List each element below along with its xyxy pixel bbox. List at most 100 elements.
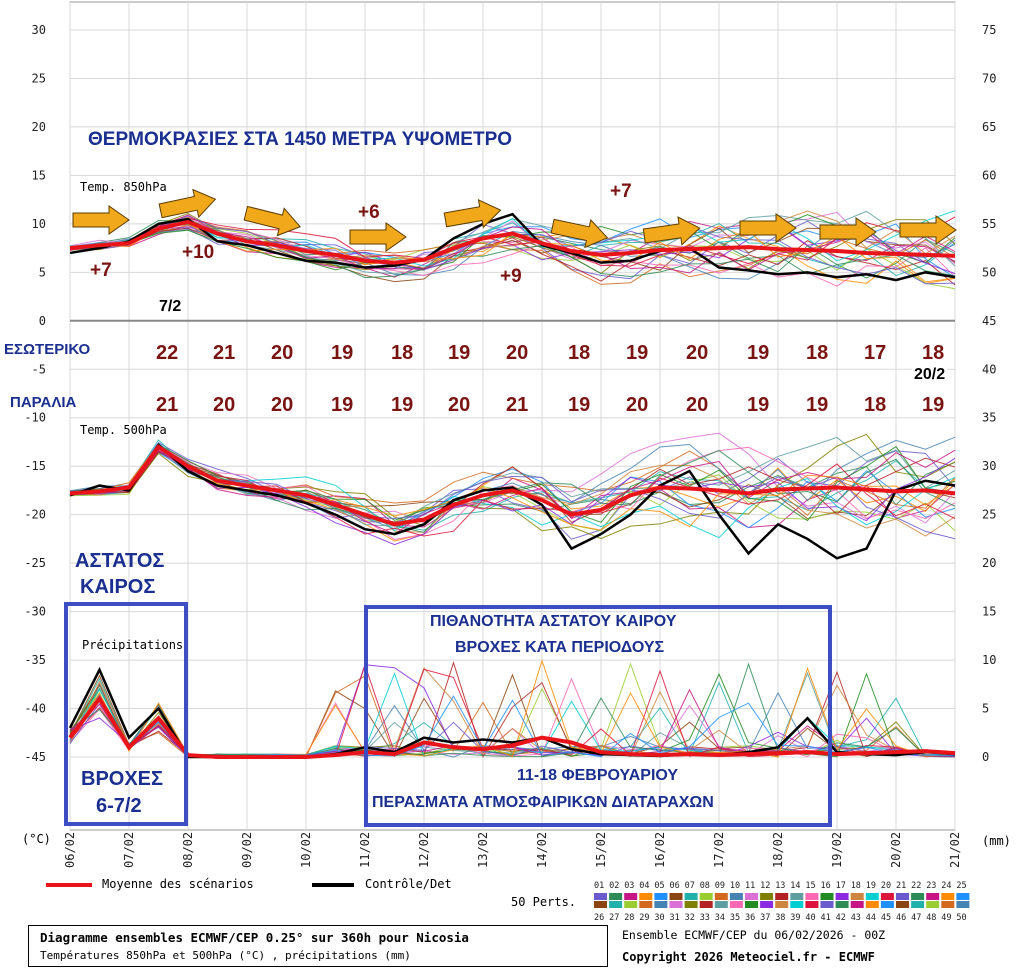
legend-member-swatch	[926, 893, 940, 900]
panel-label-500: Temp. 500hPa	[80, 423, 167, 437]
row-value: 18	[806, 342, 829, 364]
panel-label-850: Temp. 850hPa	[80, 180, 167, 194]
unsettled-box	[364, 605, 832, 827]
row-value: 19	[922, 394, 945, 416]
period-label: ΠΕΡΑΣΜΑΤΑ ΑΤΜΟΣΦΑΙΡΙΚΩΝ ΔΙΑΤΑΡΑΧΩΝ	[372, 794, 714, 811]
date-label: 20/2	[912, 366, 948, 384]
left-tick-label: -20	[24, 508, 46, 522]
rain-box	[64, 602, 188, 826]
row-value: 20	[686, 342, 709, 364]
right-tick-label: 70	[982, 71, 996, 85]
mean-line	[69, 219, 956, 265]
legend-member-label: 09	[715, 881, 725, 891]
arrow-shape	[642, 216, 701, 246]
right-axis-unit: (mm)	[982, 834, 1011, 848]
legend-member-swatch	[926, 901, 940, 908]
legend-member-label: 20	[881, 881, 891, 891]
legend-member-swatch	[941, 901, 955, 908]
arrow-icon	[819, 217, 877, 247]
panel-label-precip: Précipitations	[82, 638, 184, 652]
legend-member-label: 22	[911, 881, 921, 891]
control-line	[69, 212, 956, 282]
legend-member-swatch	[835, 901, 849, 908]
legend-member-label: 13	[775, 881, 785, 891]
legend-member-label: 31	[670, 913, 680, 923]
legend-member-swatch	[639, 901, 653, 908]
arrow-shape	[899, 215, 957, 245]
right-tick-label: 0	[982, 750, 989, 764]
left-tick-label: -35	[24, 653, 46, 667]
mean-and-control-lines	[68, 212, 956, 759]
legend-member-label: 18	[851, 881, 861, 891]
row-value: 18	[922, 342, 945, 364]
row-value: 18	[391, 342, 414, 364]
x-tick-label: 07/02	[122, 832, 136, 868]
legend-member-swatch	[775, 901, 789, 908]
legend-member-label: 40	[805, 913, 815, 923]
legend-member-label: 37	[760, 913, 770, 923]
footer-ensemble: Ensemble ECMWF/CEP du 06/02/2026 - 00Z	[622, 928, 886, 942]
member-line	[69, 216, 956, 267]
legend-member-swatch	[654, 893, 668, 900]
x-tick-label: 16/02	[653, 832, 667, 868]
legend-member-swatch	[896, 901, 909, 908]
x-tick-label: 12/02	[417, 832, 431, 868]
row-value: 19	[448, 342, 471, 364]
legend-member-swatch	[639, 893, 653, 900]
legend-member-swatch	[880, 893, 894, 900]
legend-member-label: 23	[926, 881, 936, 891]
footer-line1: Diagramme ensembles ECMWF/CEP 0.25° sur …	[40, 930, 469, 945]
row-label-paralia: ΠΑΡΑΛΙΑ	[10, 394, 77, 411]
arrow-icon	[443, 198, 502, 229]
x-tick-label: 21/02	[948, 832, 962, 868]
x-tick-label: 20/02	[889, 832, 903, 868]
arrow-icon	[349, 222, 407, 252]
row-value: 20	[448, 394, 471, 416]
legend-member-label: 32	[685, 913, 695, 923]
arrow-shape	[72, 205, 130, 235]
legend-member-label: 16	[821, 881, 831, 891]
mean-line	[69, 444, 956, 527]
row-value: 20	[271, 394, 294, 416]
legend-member-swatch	[790, 893, 804, 900]
legend-member-label: 43	[851, 913, 861, 923]
legend-member-swatch	[624, 893, 638, 900]
left-tick-label: -10	[24, 411, 46, 425]
legend-member-label: 19	[866, 881, 876, 891]
footer-line2: Températures 850hPa et 500hPa (°C) , pré…	[40, 949, 411, 962]
astatos-label: ΚΑΙΡΟΣ	[80, 576, 156, 598]
legend-member-label: 29	[639, 913, 649, 923]
arrow-shape	[443, 198, 502, 229]
left-axis-ticks: 30 25 20 15 10 5 0 -5 -10 -15 -20 -25 -30 -35 -40 -45	[24, 23, 46, 764]
arrow-shape	[819, 217, 877, 247]
legend-member-swatch	[820, 893, 834, 900]
period-label: 11-18 ΦΕΒΡΟΥΑΡΙΟΥ	[517, 767, 679, 784]
legend-member-swatch	[896, 893, 909, 900]
probability-label: ΠΙΘΑΝΟΤΗΤΑ ΑΣΤΑΤΟΥ ΚΑΙΡΟΥ	[430, 613, 677, 630]
row-value: 22	[156, 342, 179, 364]
right-tick-label: 40	[982, 362, 996, 376]
legend-member-label: 39	[790, 913, 800, 923]
member-line	[69, 210, 956, 262]
arrow-shape	[739, 213, 797, 243]
legend-member-label: 38	[775, 913, 785, 923]
row-value: 20	[271, 342, 294, 364]
legend-member-label: 04	[639, 881, 649, 891]
legend-member-swatch	[594, 901, 607, 908]
row-value: 19	[626, 342, 649, 364]
footer-box	[28, 925, 608, 967]
legend-member-swatch	[790, 901, 804, 908]
x-tick-label: 06/02	[63, 832, 77, 868]
legend-member-swatch	[699, 893, 713, 900]
x-tick-label: 14/02	[535, 832, 549, 868]
arrow-icon	[739, 213, 797, 243]
arrow-shape	[158, 188, 217, 219]
legend-member-label: 02	[609, 881, 619, 891]
legend-member-label: 34	[715, 913, 725, 923]
arrow-shape	[349, 222, 407, 252]
arrow-shape	[243, 205, 302, 237]
arrow-icon	[899, 215, 957, 245]
member-line	[69, 449, 956, 537]
